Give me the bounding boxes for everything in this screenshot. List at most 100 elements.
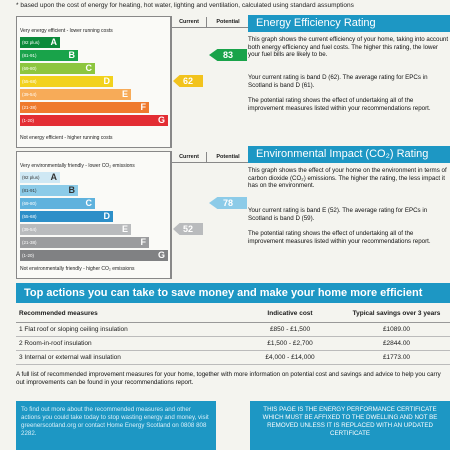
band-bar: (1-20) G — [20, 115, 168, 126]
band-d: (55-68) D — [20, 76, 168, 87]
measure-cell: 1 Flat roof or sloping ceiling insulatio… — [16, 322, 237, 337]
caption-bottom: Not energy efficient - higher running co… — [20, 135, 113, 141]
eer-heading: Energy Efficiency Rating — [248, 15, 450, 32]
band-a: (92 plus) A — [20, 37, 168, 48]
savings-column-header: Typical savings over 3 years — [343, 305, 450, 323]
savings-cell: £2844.00 — [343, 336, 450, 351]
cost-cell: £1,500 - £2,700 — [237, 336, 343, 351]
table-row: 1 Flat roof or sloping ceiling insulatio… — [16, 322, 450, 337]
band-f: (21-38) F — [20, 237, 168, 248]
band-range: (92 plus) — [22, 175, 40, 180]
band-range: (81-91) — [22, 53, 37, 58]
band-e: (39-54) E — [20, 89, 168, 100]
band-c: (69-80) C — [20, 198, 168, 209]
band-letter: A — [50, 172, 58, 182]
band-range: (21-38) — [22, 105, 37, 110]
band-range: (21-38) — [22, 240, 37, 245]
band-bar: (81-91) B — [20, 185, 78, 196]
band-bar: (21-38) F — [20, 102, 149, 113]
band-range: (39-54) — [22, 227, 37, 232]
band-bar: (1-20) G — [20, 250, 168, 261]
band-g: (1-20) G — [20, 115, 168, 126]
band-letter: C — [85, 198, 93, 208]
band-b: (81-91) B — [20, 50, 168, 61]
savings-cell: £1773.00 — [343, 350, 450, 365]
divider — [170, 152, 171, 278]
band-bar: (39-54) E — [20, 224, 131, 235]
band-bar: (39-54) E — [20, 89, 131, 100]
band-bar: (69-80) C — [20, 63, 95, 74]
ei-heading: Environmental Impact (CO₂) Rating — [248, 146, 450, 163]
potential-rating-arrow: 78 — [209, 197, 247, 209]
measure-cell: 3 Internal or external wall insulation — [16, 350, 237, 365]
band-g: (1-20) G — [20, 250, 168, 261]
cost-column-header: Indicative cost — [237, 305, 343, 323]
band-a: (92 plus) A — [20, 172, 168, 183]
current-rating-arrow: 62 — [173, 75, 203, 87]
table-row: 3 Internal or external wall insulation £… — [16, 350, 450, 365]
energy-efficiency-chart: Current Potential Very energy efficient … — [16, 16, 249, 148]
band-letter: D — [103, 76, 111, 86]
band-letter: F — [140, 237, 147, 247]
potential-rating-arrow: 83 — [209, 49, 247, 61]
band-c: (69-80) C — [20, 63, 168, 74]
band-letter: B — [68, 185, 76, 195]
actions-heading: Top actions you can take to save money a… — [16, 283, 450, 303]
band-letter: A — [50, 37, 58, 47]
divider — [170, 17, 171, 147]
band-range: (1-20) — [22, 253, 35, 258]
ei-paragraph-1: This graph shows the effect of your home… — [248, 167, 447, 190]
band-letter: E — [121, 89, 128, 99]
band-bar: (81-91) B — [20, 50, 78, 61]
caption-top: Very energy efficient - lower running co… — [20, 28, 113, 34]
band-letter: C — [85, 63, 93, 73]
measures-table: Recommended measures Indicative cost Typ… — [16, 305, 450, 365]
potential-column-header: Potential — [206, 152, 249, 163]
band-bar: (92 plus) A — [20, 172, 60, 183]
band-letter: G — [157, 250, 165, 260]
band-bar: (55-68) D — [20, 76, 113, 87]
eer-paragraph-2: Your current rating is band D (62). The … — [248, 74, 428, 89]
current-column-header: Current — [171, 152, 206, 163]
current-rating-arrow: 52 — [173, 223, 203, 235]
recommendations-footnote: A full list of recommended improvement m… — [16, 371, 441, 386]
band-letter: E — [121, 224, 128, 234]
band-e: (39-54) E — [20, 224, 168, 235]
top-note: * based upon the cost of energy for heat… — [16, 2, 354, 9]
environmental-impact-chart: Current Potential Very environmentally f… — [16, 151, 249, 279]
band-bar: (55-68) D — [20, 211, 113, 222]
band-range: (92 plus) — [22, 40, 40, 45]
current-column-header: Current — [171, 17, 206, 28]
cost-cell: £850 - £1,500 — [237, 322, 343, 337]
ei-paragraph-2: Your current rating is band E (52). The … — [248, 207, 428, 222]
caption-top: Very environmentally friendly - lower CO… — [20, 163, 135, 169]
table-row: 2 Room-in-roof insulation £1,500 - £2,70… — [16, 336, 450, 351]
band-bar: (21-38) F — [20, 237, 149, 248]
band-range: (39-54) — [22, 92, 37, 97]
table-header-row: Recommended measures Indicative cost Typ… — [16, 305, 450, 323]
band-bar: (69-80) C — [20, 198, 95, 209]
caption-bottom: Not environmentally friendly - higher CO… — [20, 266, 135, 272]
band-range: (1-20) — [22, 118, 35, 123]
band-range: (69-80) — [22, 201, 37, 206]
measure-cell: 2 Room-in-roof insulation — [16, 336, 237, 351]
band-bar: (92 plus) A — [20, 37, 60, 48]
ei-paragraph-3: The potential rating shows the effect of… — [248, 230, 431, 245]
measures-column-header: Recommended measures — [16, 305, 237, 323]
band-d: (55-68) D — [20, 211, 168, 222]
band-range: (55-68) — [22, 214, 37, 219]
potential-column-header: Potential — [206, 17, 249, 28]
cost-cell: £4,000 - £14,000 — [237, 350, 343, 365]
band-letter: D — [103, 211, 111, 221]
find-out-more-box: To find out more about the recommended m… — [16, 401, 216, 450]
band-range: (69-80) — [22, 66, 37, 71]
band-f: (21-38) F — [20, 102, 168, 113]
band-b: (81-91) B — [20, 185, 168, 196]
band-letter: G — [157, 115, 165, 125]
eer-paragraph-3: The potential rating shows the effect of… — [248, 97, 431, 112]
band-range: (81-91) — [22, 188, 37, 193]
savings-cell: £1089.00 — [343, 322, 450, 337]
band-range: (55-68) — [22, 79, 37, 84]
eer-paragraph-1: This graph shows the current efficiency … — [248, 36, 449, 59]
certificate-notice-box: THIS PAGE IS THE ENERGY PERFORMANCE CERT… — [250, 401, 450, 450]
